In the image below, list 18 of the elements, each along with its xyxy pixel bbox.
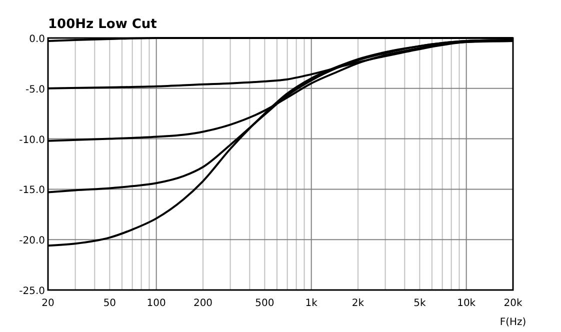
x-tick-label: 2k	[352, 298, 364, 309]
x-tick-label: 100	[146, 298, 166, 309]
x-tick-label: 5k	[414, 298, 426, 309]
y-tick-label: 0.0	[29, 34, 45, 45]
y-tick-label: -5.0	[25, 84, 45, 96]
y-tick-label: -20.0	[19, 236, 45, 247]
x-tick-label: 20k	[504, 298, 522, 309]
x-tick-label: 1k	[305, 298, 318, 309]
x-tick-label: 20	[42, 298, 54, 309]
x-tick-label: 500	[255, 298, 274, 309]
chart-title: 100Hz Low Cut	[48, 17, 157, 32]
y-tick-label: -10.0	[19, 134, 45, 146]
x-tick-label: 50	[103, 298, 116, 309]
y-tick-label: -15.0	[19, 185, 45, 196]
x-tick-label: 200	[193, 298, 213, 309]
x-axis-title: F(Hz)	[500, 317, 526, 328]
y-tick-label: -25.0	[19, 286, 45, 297]
x-tick-label: 10k	[457, 298, 476, 309]
